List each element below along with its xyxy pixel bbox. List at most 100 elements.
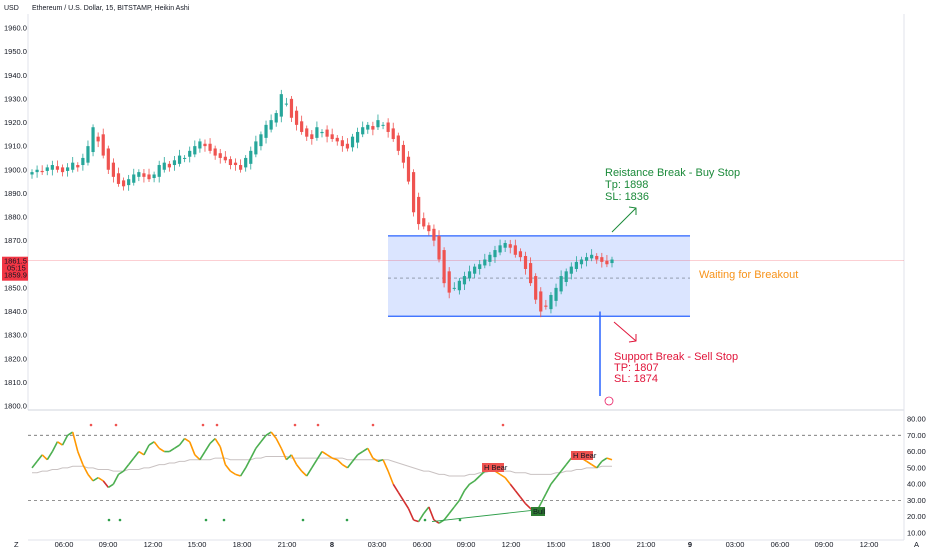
rsi-segment — [204, 443, 211, 452]
rsi-segment — [174, 444, 180, 449]
rsi-segment — [519, 496, 527, 505]
candle-body — [508, 244, 512, 248]
rsi-segment — [514, 490, 522, 498]
rsi-segment — [336, 459, 343, 466]
candle-body — [279, 94, 283, 117]
candle-body — [162, 162, 166, 170]
rsi-segment — [295, 464, 303, 472]
candle-body — [366, 124, 370, 130]
rsi-segment — [362, 447, 369, 453]
rsi-segment — [331, 457, 338, 461]
candle-body — [177, 155, 182, 164]
buy-signal-dot — [222, 518, 226, 522]
rsi-tick-label: 40.00 — [907, 480, 926, 489]
rsi-segment — [402, 500, 410, 509]
h-bear-1-label: H Bear — [484, 463, 508, 472]
buy-signal-dot — [204, 518, 208, 522]
rsi-segment — [499, 473, 506, 479]
candle-body — [86, 146, 90, 163]
rsi-pane: 80.00 70.00 60.00 50.00 40.00 30.00 20.00 10.00… — [28, 415, 926, 538]
candle-body — [300, 121, 304, 132]
candle-body — [539, 291, 543, 312]
rsi-segment — [133, 451, 140, 459]
rsi-segment — [377, 458, 384, 463]
h-bear-2-label: H Bear — [573, 451, 597, 460]
price-tick-label: 1950.0 — [4, 47, 27, 56]
candle-body — [254, 141, 258, 155]
price-tick-label: 1910.0 — [4, 142, 27, 151]
rsi-segment — [209, 437, 216, 445]
candle-body — [544, 305, 548, 307]
candle-body — [121, 180, 126, 187]
candle-body — [40, 170, 44, 173]
rsi-segment — [270, 431, 277, 440]
candle-body — [228, 159, 233, 166]
candle-body — [503, 242, 507, 248]
rsi-segment — [433, 519, 440, 524]
candle-body — [233, 162, 238, 166]
candle-body — [579, 259, 584, 265]
rsi-signal-line — [32, 455, 612, 477]
time-axis: 06:00 09:00 12:00 15:00 18:00 21:00 8 03:00 06:0… — [14, 540, 919, 549]
rsi-segment — [112, 474, 120, 485]
time-tick-label: 9 — [688, 540, 692, 549]
candle-body — [559, 276, 563, 292]
candle-body — [60, 167, 65, 173]
sell-annotation-tp: TP: 1807 — [614, 362, 659, 374]
rsi-segment — [428, 506, 435, 521]
candle-body — [71, 162, 75, 170]
price-tick-label: 1850.0 — [4, 283, 27, 292]
candle-body — [595, 255, 599, 260]
rsi-segment — [57, 441, 63, 446]
candle-body — [340, 140, 344, 147]
candles — [30, 89, 614, 318]
rsi-segment — [346, 460, 354, 469]
candle-body — [452, 287, 456, 289]
buy-signal-dot — [458, 518, 462, 522]
rsi-segment — [87, 473, 94, 482]
rsi-tick-label: 50.00 — [907, 463, 926, 472]
time-tick-label: 12:00 — [502, 540, 521, 549]
candle-body — [35, 169, 39, 173]
waiting-label: Waiting for Breakout — [699, 269, 798, 281]
buy-signal-dot — [107, 518, 111, 522]
candle-body — [259, 134, 263, 147]
time-tick-label: 8 — [330, 540, 334, 549]
candle-body — [172, 160, 177, 166]
rsi-segment — [235, 473, 241, 477]
rsi-segment — [387, 470, 394, 485]
candle-body — [361, 127, 365, 135]
rsi-segment — [51, 441, 59, 452]
candle-body — [457, 280, 461, 291]
time-tick-label: 12:00 — [144, 540, 163, 549]
candle-body — [157, 165, 161, 177]
candle-body — [442, 250, 446, 284]
candle-body — [315, 127, 319, 138]
candle-body — [590, 254, 594, 259]
candle-body — [518, 251, 523, 258]
candle-body — [137, 172, 141, 177]
rsi-segment — [92, 476, 99, 482]
candle-body — [198, 141, 202, 149]
range-box — [28, 235, 904, 406]
candle-body — [289, 98, 294, 118]
time-tick-label: 03:00 — [368, 540, 387, 549]
rsi-segment — [107, 483, 114, 489]
rsi-segment — [260, 434, 267, 443]
price-tick-label: 1840.0 — [4, 307, 27, 316]
candle-body — [238, 165, 243, 170]
candle-body — [345, 143, 350, 149]
rsi-segment — [565, 457, 572, 466]
rsi-segment — [321, 450, 328, 456]
range-box-fill — [388, 235, 690, 317]
rsi-segment — [244, 457, 252, 469]
h-bear-2-bg — [571, 451, 593, 460]
rsi-segment — [82, 464, 89, 475]
candle-body — [381, 124, 385, 126]
candle-body — [350, 136, 355, 148]
rsi-segment — [550, 477, 557, 485]
candle-body — [294, 110, 299, 125]
buy-annotation-tp: Tp: 1898 — [605, 179, 648, 191]
